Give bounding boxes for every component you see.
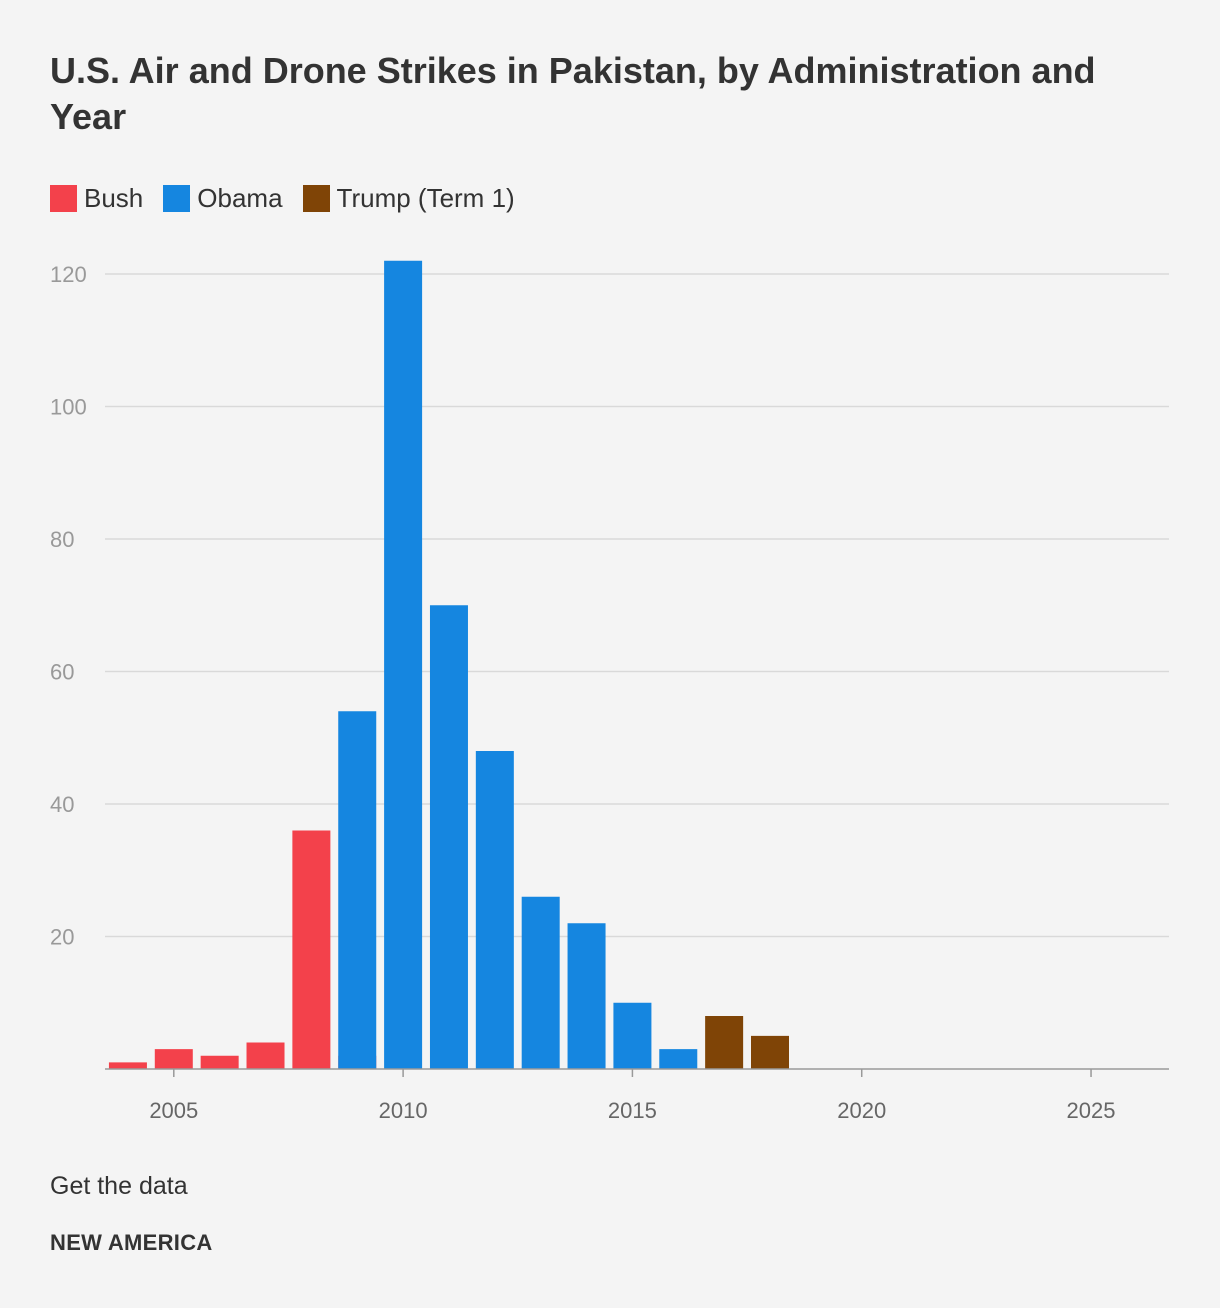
- bar-bush-2004[interactable]: [108, 1062, 147, 1069]
- legend-item-bush[interactable]: Bush: [50, 183, 143, 214]
- bar-obama-2014[interactable]: [567, 923, 606, 1069]
- x-tick-label-2015: 2015: [608, 1098, 657, 1123]
- bar-bush-2007[interactable]: [246, 1042, 285, 1070]
- bar-bush-2006[interactable]: [200, 1055, 239, 1069]
- legend-item-obama[interactable]: Obama: [163, 183, 283, 214]
- legend: Bush Obama Trump (Term 1): [50, 183, 535, 214]
- bars: [108, 260, 789, 1070]
- bar-bush-2005[interactable]: [154, 1049, 193, 1069]
- x-tick-label-2025: 2025: [1067, 1098, 1116, 1123]
- y-tick-label-60: 60: [50, 660, 74, 685]
- bar-obama-2016[interactable]: [659, 1049, 698, 1069]
- bar-obama-2012[interactable]: [475, 751, 514, 1069]
- bar-obama-2010[interactable]: [384, 260, 423, 1069]
- bar-obama-2015[interactable]: [613, 1002, 652, 1069]
- gridlines: [105, 273, 1169, 938]
- legend-swatch-obama: [163, 185, 191, 212]
- y-tick-label-40: 40: [50, 792, 74, 817]
- legend-label-obama: Obama: [197, 183, 283, 213]
- y-tick-label-80: 80: [50, 527, 74, 552]
- get-the-data-link[interactable]: Get the data: [50, 1172, 188, 1200]
- chart-title: U.S. Air and Drone Strikes in Pakistan, …: [50, 50, 1096, 137]
- bar-obama-2009[interactable]: [338, 711, 377, 1069]
- bar-trump-2018[interactable]: [751, 1035, 789, 1069]
- bar-chart: 20 40 60 80 100 120 2005 2010 2015 2020 2025: [50, 260, 1169, 1123]
- y-tick-label-20: 20: [50, 925, 74, 950]
- legend-item-trump[interactable]: Trump (Term 1): [302, 183, 515, 214]
- bar-obama-2011[interactable]: [429, 605, 468, 1069]
- bar-trump-2017[interactable]: [705, 1016, 744, 1069]
- y-tick-label-120: 120: [50, 262, 87, 287]
- bar-bush-2008[interactable]: [292, 830, 331, 1070]
- legend-label-bush: Bush: [84, 183, 144, 213]
- legend-label-trump: Trump (Term 1): [336, 183, 515, 213]
- legend-swatch-trump: [302, 185, 330, 212]
- brand-logo-text: NEW AMERICA: [50, 1230, 213, 1255]
- legend-swatch-bush: [50, 185, 77, 212]
- y-tick-label-100: 100: [50, 395, 87, 420]
- x-tick-label-2005: 2005: [149, 1098, 198, 1123]
- bar-obama-2013[interactable]: [521, 896, 560, 1069]
- x-tick-label-2010: 2010: [379, 1098, 428, 1123]
- x-tick-label-2020: 2020: [837, 1098, 886, 1123]
- axes: 20 40 60 80 100 120 2005 2010 2015 2020 2025: [50, 262, 1169, 1123]
